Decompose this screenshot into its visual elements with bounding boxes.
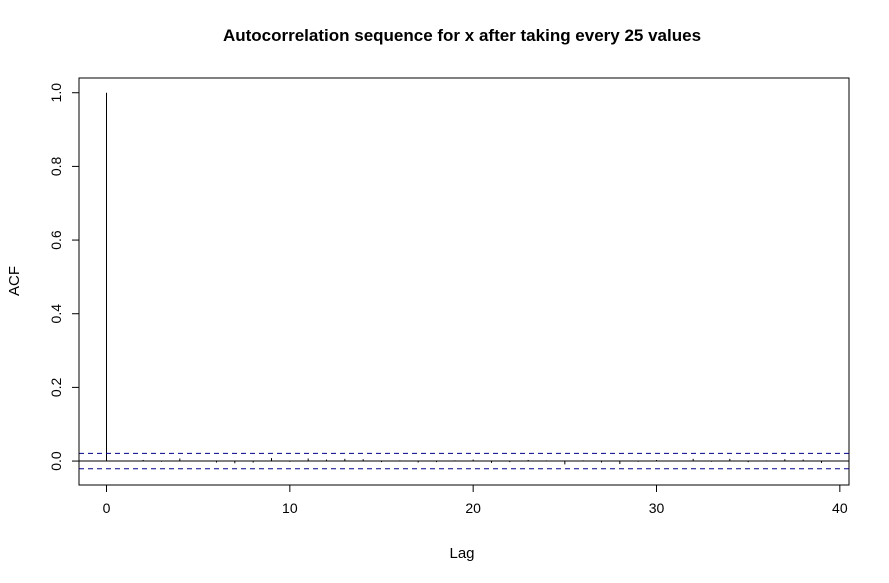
- x-tick-label: 10: [282, 500, 298, 516]
- y-tick-label: 0.2: [48, 377, 64, 397]
- reference-lines: [79, 452, 849, 470]
- y-tick-label: 0.6: [48, 230, 64, 250]
- x-axis: 0 10 20 30 40: [103, 484, 848, 516]
- y-tick-label: 0.8: [48, 156, 64, 176]
- acf-bars: [106, 92, 841, 465]
- plot-frame: [78, 77, 850, 486]
- x-tick-label: 40: [832, 500, 848, 516]
- x-tick-label: 0: [103, 500, 111, 516]
- y-tick-label: 0.0: [48, 451, 64, 471]
- x-tick-label: 30: [649, 500, 665, 516]
- y-tick-label: 1.0: [48, 83, 64, 103]
- y-axis-label: ACF: [6, 266, 23, 296]
- y-tick-label: 0.4: [48, 304, 64, 324]
- y-axis: 0.0 0.2 0.4 0.6 0.8 1.0: [48, 83, 80, 471]
- chart-title: Autocorrelation sequence for x after tak…: [223, 26, 701, 45]
- x-axis-label: Lag: [449, 545, 474, 562]
- x-tick-label: 20: [465, 500, 481, 516]
